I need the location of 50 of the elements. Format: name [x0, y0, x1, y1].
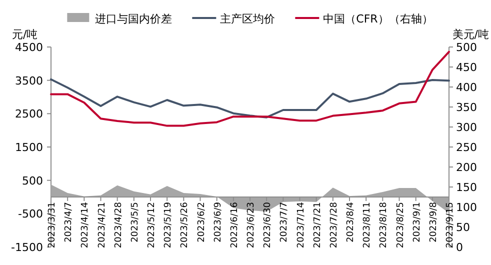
legend-label: 进口与国内价差 [95, 12, 172, 26]
y-tick-label: -500 [18, 208, 43, 221]
x-tick-label: 2023/9/15 [446, 202, 456, 248]
y2-tick-label: 450 [456, 61, 477, 74]
y2-tick-label: 350 [456, 101, 477, 114]
y2-tick-label: 150 [456, 181, 477, 194]
x-tick-label: 2023/6/9 [213, 202, 224, 242]
x-tick-label: 2023/4/14 [80, 202, 91, 248]
y-tick-label: -1500 [11, 241, 43, 254]
y-tick-label: 500 [22, 174, 43, 188]
line-series [50, 50, 450, 127]
y2-tick-label: 250 [456, 141, 477, 154]
y2-axis-title: 美元/吨 [452, 28, 489, 41]
y2-tick-label: 100 [456, 201, 477, 214]
x-tick-label: 2023/6/2 [196, 202, 207, 242]
y-tick-label: 3500 [15, 74, 43, 88]
x-tick-label: 2023/8/11 [362, 202, 373, 248]
x-tick-label: 2023/4/21 [97, 202, 108, 248]
x-tick-label: 2023/6/30 [263, 202, 274, 248]
y-tick-label: 1500 [15, 141, 43, 154]
y2-tick-label: 400 [456, 81, 477, 94]
x-tick-label: 2023/7/21 [312, 202, 323, 248]
x-tick-label: 2023/3/31 [48, 202, 58, 248]
x-tick-label: 2023/8/4 [346, 202, 356, 242]
y2-tick-label: 300 [456, 121, 477, 134]
y-tick-label: 4500 [15, 41, 43, 54]
x-tick-label: 2023/5/26 [180, 202, 190, 248]
x-tick-label: 2023/7/28 [329, 202, 340, 248]
x-tick-label: 2023/7/14 [296, 202, 306, 248]
legend-label: 中国（CFR）（右轴） [323, 12, 433, 26]
y-axis-title: 元/吨 [12, 28, 38, 41]
x-tick-label: 2023/7/7 [280, 202, 290, 242]
x-tick-label: 2023/6/23 [246, 202, 256, 248]
x-tick-label: 2023/5/5 [130, 202, 140, 242]
line-series [50, 78, 450, 118]
x-tick-label: 2023/4/7 [64, 202, 74, 242]
x-tick-label: 2023/8/18 [379, 202, 390, 248]
legend-label: 主产区均价 [220, 12, 276, 26]
y-tick-label: 2500 [15, 108, 43, 121]
x-tick-label: 2023/6/16 [230, 202, 240, 248]
x-tick-label: 2023/9/8 [428, 202, 439, 242]
x-tick-label: 2023/4/28 [114, 202, 124, 248]
x-tick-label: 2023/5/19 [164, 202, 174, 248]
x-tick-label: 2023/9/1 [412, 202, 422, 242]
x-tick-label: 2023/5/12 [147, 202, 157, 248]
y2-tick-label: 200 [456, 161, 477, 174]
y2-tick-label: 0 [456, 241, 463, 254]
y2-tick-label: 500 [456, 41, 477, 54]
x-tick-label: 2023/8/25 [396, 202, 406, 248]
y2-tick-label: 50 [456, 221, 470, 234]
